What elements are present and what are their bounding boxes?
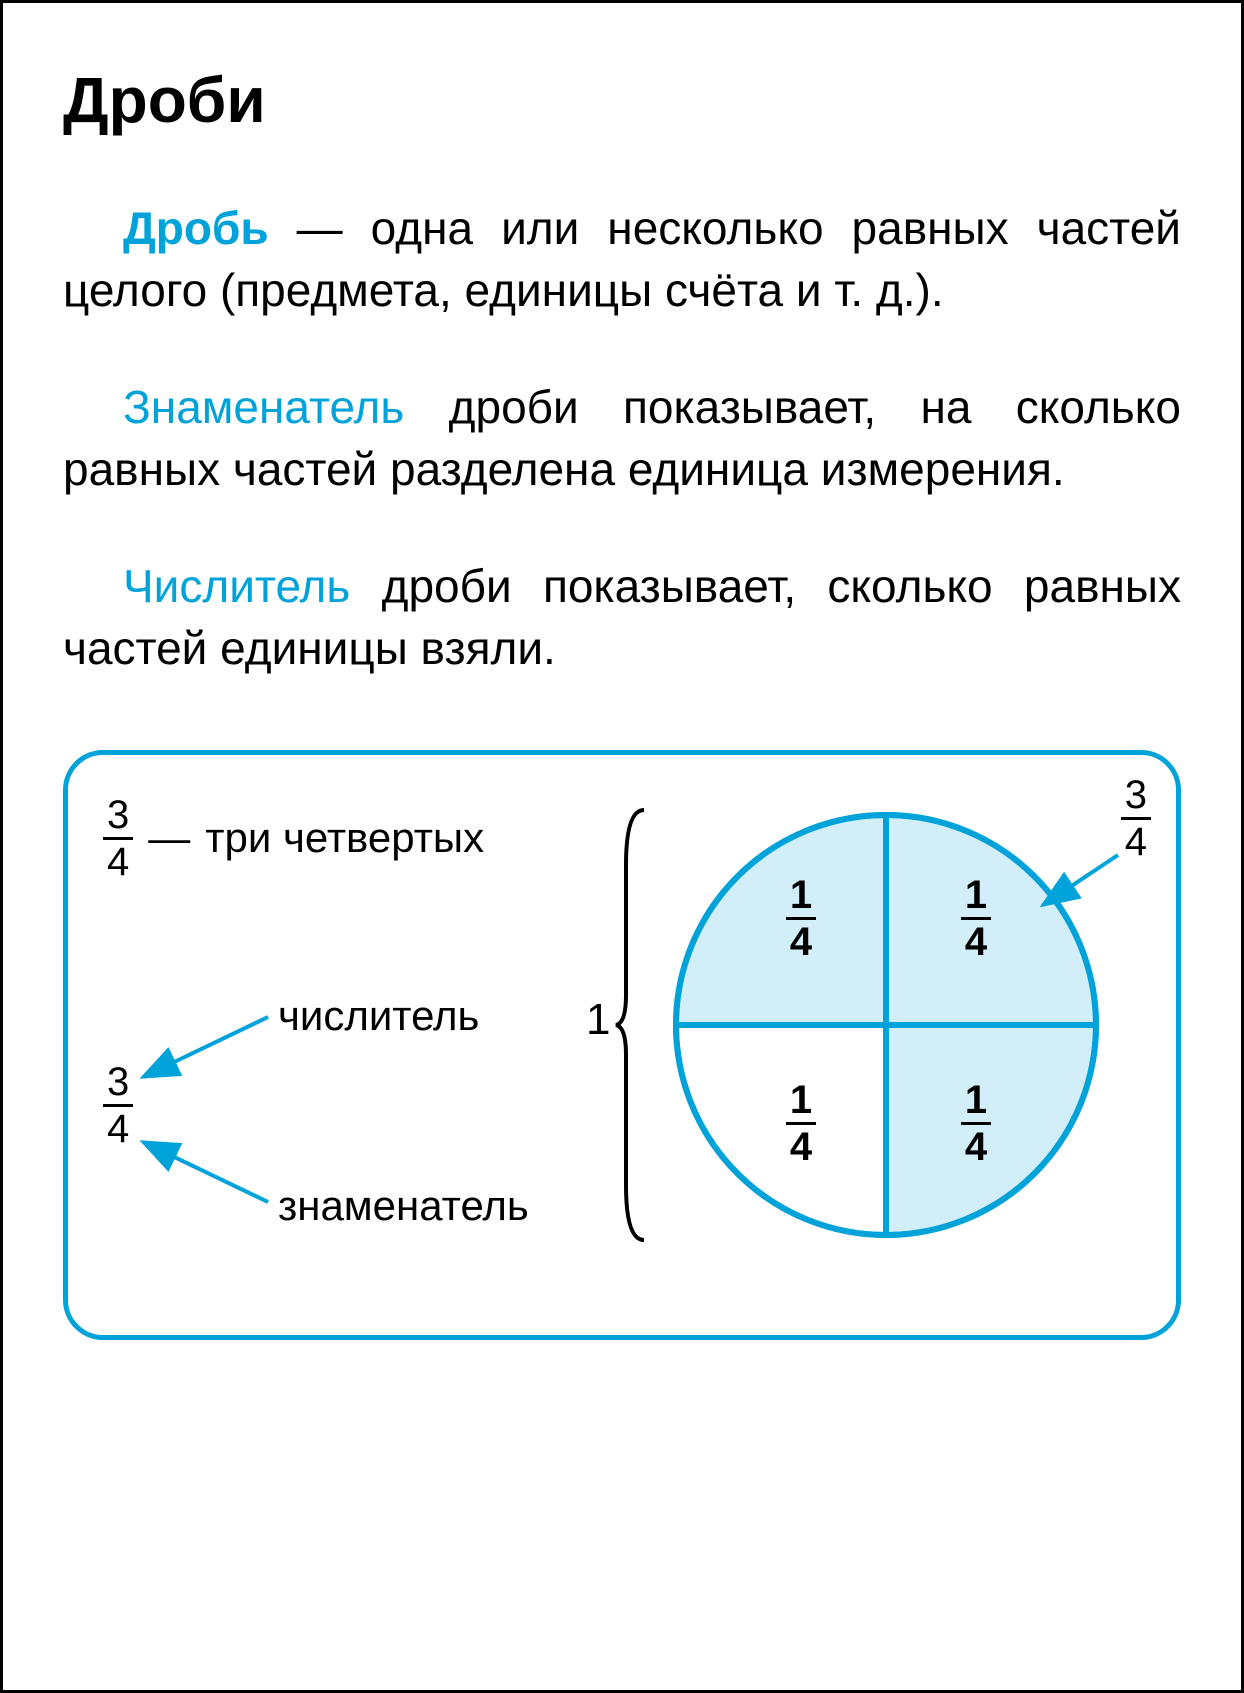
whole-one-label: 1: [586, 995, 610, 1045]
term-fraction: Дробь: [123, 202, 269, 254]
example-box: 3 4 — три четвертых 3 4 числитель знамен…: [63, 750, 1181, 1340]
fraction-numerator: 3: [103, 795, 133, 840]
denominator-paragraph: Знаменатель дроби показывает, на сколько…: [63, 376, 1181, 500]
term-denominator: Знаменатель: [123, 381, 404, 433]
curly-brace-icon: [614, 805, 654, 1245]
definition-paragraph: Дробь — одна или несколько равных частей…: [63, 197, 1181, 321]
pointer-arrow-svg: [998, 845, 1138, 945]
arrow-to-denominator: [143, 1142, 268, 1202]
example-right-column: 1: [586, 785, 1146, 1255]
fraction-name-row: 3 4 — три четвертых: [103, 795, 583, 882]
arrow-to-numerator: [143, 1017, 268, 1077]
dash: —: [148, 814, 190, 862]
numerator-paragraph: Числитель дроби показывает, сколько равн…: [63, 555, 1181, 679]
quarter-label-br: 1 4: [931, 1080, 1021, 1167]
page-title: Дроби: [63, 63, 1181, 137]
quarter-label-tl: 1 4: [756, 875, 846, 962]
example-left-column: 3 4 — три четвертых 3 4 числитель знамен…: [103, 795, 583, 1252]
fraction-parts-diagram: 3 4 числитель знаменатель: [103, 972, 583, 1252]
quarter-label-bl: 1 4: [756, 1080, 846, 1167]
term-numerator: Числитель: [123, 560, 350, 612]
fraction-name-text: три четвертых: [205, 814, 484, 862]
arrow-to-pie: [1043, 855, 1118, 905]
arrows-svg: [103, 972, 583, 1252]
page-container: Дроби Дробь — одна или несколько равных …: [0, 0, 1244, 1693]
fraction-three-fourths: 3 4: [103, 795, 133, 882]
fraction-denominator: 4: [103, 840, 133, 882]
